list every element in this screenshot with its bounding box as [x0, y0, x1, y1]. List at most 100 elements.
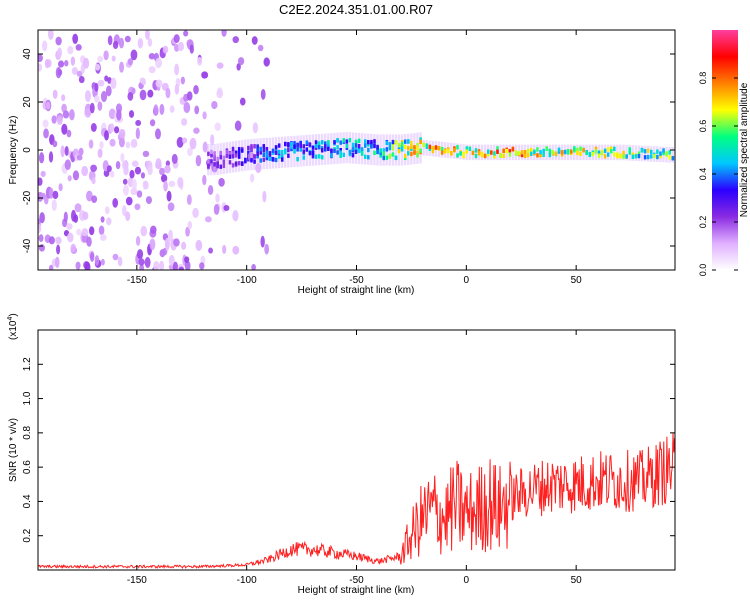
y-tick-label: 0.6 [22, 460, 33, 474]
heatmap-cell [397, 149, 401, 154]
heatmap-cell [416, 143, 419, 148]
snr-y-axis: 0.2 0.4 0.6 0.8 1.0 1.2 [22, 357, 675, 543]
heatmap-cell [210, 159, 213, 164]
heatmap-cell [625, 154, 628, 159]
heatmap-cell [563, 149, 567, 155]
heatmap-cell [94, 82, 99, 92]
heatmap-cell [646, 154, 650, 160]
heatmap-cell [181, 118, 188, 126]
heatmap-cell [606, 147, 610, 152]
heatmap-cell [351, 153, 355, 158]
heatmap-cell [110, 77, 117, 90]
heatmap-cell [66, 129, 72, 138]
heatmap-cell [127, 92, 134, 101]
heatmap-cell [293, 149, 296, 154]
colorbar-tick-label: 0.0 [698, 264, 708, 277]
heatmap-cell [259, 158, 263, 163]
heatmap-cell [517, 151, 521, 156]
heatmap-cell [49, 264, 54, 270]
heatmap-cell [51, 115, 57, 124]
heatmap-cell [172, 261, 179, 270]
heatmap-cell [622, 154, 625, 159]
heatmap-cell [150, 225, 157, 234]
heatmap-cell [90, 123, 97, 132]
heatmap-cell [173, 34, 180, 43]
heatmap-cell [373, 134, 376, 166]
heatmap-cell [210, 134, 215, 146]
heatmap-cell [58, 60, 65, 68]
heatmap-cell [351, 142, 355, 148]
heatmap-cell [382, 155, 386, 161]
heatmap-cell [465, 149, 469, 154]
heatmap-cell [520, 150, 524, 155]
heatmap-cell [363, 143, 367, 148]
heatmap-cell [659, 153, 662, 159]
heatmap-cell [250, 138, 253, 171]
heatmap-cell [336, 138, 339, 143]
heatmap-cell [143, 180, 149, 190]
heatmap-cell [265, 147, 269, 152]
snr-multiplier: (x104) [7, 313, 19, 340]
heatmap-cell [140, 172, 146, 179]
heatmap-cell [251, 36, 258, 45]
heatmap-cell [379, 150, 382, 156]
heatmap-cell [373, 143, 376, 149]
heatmap-cell [99, 141, 104, 149]
heatmap-cell [348, 150, 352, 155]
heatmap-cell [557, 147, 561, 152]
heatmap-cell [61, 123, 68, 135]
heatmap-cell [582, 148, 585, 153]
heatmap-cell [72, 170, 80, 181]
heatmap-cell [237, 154, 241, 159]
y-tick-label: 0.2 [22, 528, 33, 542]
heatmap-cell [111, 55, 116, 62]
x-tick-label: 0 [464, 275, 470, 286]
heatmap-cell [379, 148, 382, 153]
heatmap-cell [274, 145, 278, 150]
heatmap-cell [260, 88, 266, 100]
heatmap-cell [367, 140, 370, 145]
heatmap-cell [58, 183, 63, 192]
heatmap-cell [382, 151, 386, 156]
heatmap-cell [548, 148, 552, 154]
heatmap-cell [166, 190, 172, 202]
heatmap-cell [646, 145, 650, 162]
y-tick-label: 0 [22, 147, 33, 153]
heatmap-cell [38, 234, 44, 242]
heatmap-cell [403, 153, 407, 159]
heatmap-cell [136, 190, 143, 198]
heatmap-cell [207, 151, 210, 156]
heatmap-cell [320, 148, 324, 153]
heatmap-cell [189, 44, 194, 54]
heatmap-cell [317, 145, 321, 150]
heatmap-cell [186, 91, 193, 101]
heatmap-cell [231, 150, 235, 155]
heatmap-cell [263, 57, 270, 67]
heatmap-cell [228, 154, 232, 159]
heatmap-x-label: Height of straight line (km) [298, 285, 415, 296]
heatmap-cell [181, 241, 187, 251]
heatmap-cell [462, 151, 465, 157]
heatmap-cell [199, 262, 205, 270]
heatmap-cell [523, 150, 527, 155]
heatmap-cell [354, 149, 358, 154]
heatmap-cell [78, 147, 84, 156]
heatmap-y-label: Frequency (Hz) [8, 116, 19, 185]
heatmap-cell [585, 150, 588, 156]
heatmap-cell [97, 148, 103, 159]
heatmap-cell [216, 163, 219, 169]
heatmap-cell [228, 160, 232, 165]
heatmap-cell [671, 156, 675, 161]
heatmap-cell [159, 103, 165, 116]
heatmap-cell [471, 150, 475, 156]
heatmap-cell [483, 144, 487, 161]
x-tick-label: -50 [349, 275, 364, 286]
heatmap-cell [232, 36, 239, 44]
heatmap-cell [317, 142, 321, 147]
heatmap-cell [280, 154, 284, 159]
heatmap-cell [119, 61, 125, 73]
heatmap-cell [468, 144, 471, 161]
heatmap-cell [290, 141, 293, 147]
heatmap-cell [323, 146, 327, 152]
colorbar-tick-label: 0.4 [698, 168, 708, 181]
